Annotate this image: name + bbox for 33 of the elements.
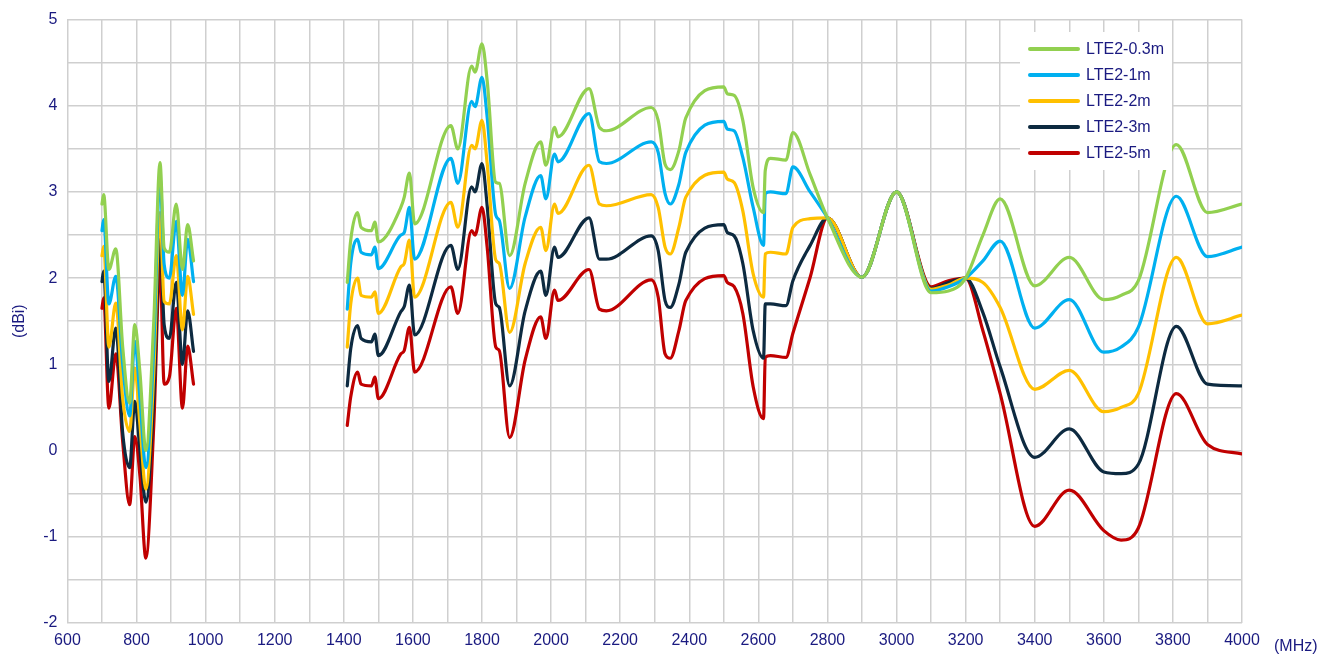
y-tick-label: -2 [43,613,58,631]
x-tick-label: 4000 [1224,630,1260,648]
x-tick-label: 1800 [464,630,500,648]
x-tick-label: 2600 [740,630,777,648]
x-axis-title: (MHz) [1274,637,1318,655]
x-tick-label: 600 [54,630,81,648]
x-tick-label: 800 [123,630,150,648]
y-tick-label: 2 [48,268,58,286]
y-tick-label: 0 [48,440,58,458]
y-tick-label: 5 [48,10,58,28]
y-axis-title: (dBi) [10,304,28,339]
y-tick-label: 4 [48,96,58,114]
x-tick-label: 3800 [1155,630,1191,648]
x-tick-label: 1600 [395,630,431,648]
x-tick-label: 1000 [187,630,224,648]
y-tick-label: 3 [48,182,58,200]
x-tick-label: 2400 [671,630,708,648]
x-tick-label: 2200 [602,630,639,648]
x-tick-label: 3200 [947,630,984,648]
x-tick-label: 2800 [809,630,846,648]
legend-label: LTE2-5m [1086,143,1151,162]
x-tick-label: 1400 [326,630,362,648]
x-tick-label: 3400 [1016,630,1053,648]
x-tick-label: 2000 [533,630,569,648]
legend-label: LTE2-1m [1086,65,1151,84]
x-tick-label: 1200 [256,630,293,648]
legend-label: LTE2-3m [1086,117,1151,136]
y-tick-label: -1 [43,527,58,545]
y-tick-label: 1 [48,354,58,372]
x-tick-label: 3600 [1086,630,1122,648]
legend-label: LTE2-2m [1086,91,1151,110]
legend-label: LTE2-0.3m [1086,39,1164,58]
x-tick-label: 3000 [878,630,915,648]
